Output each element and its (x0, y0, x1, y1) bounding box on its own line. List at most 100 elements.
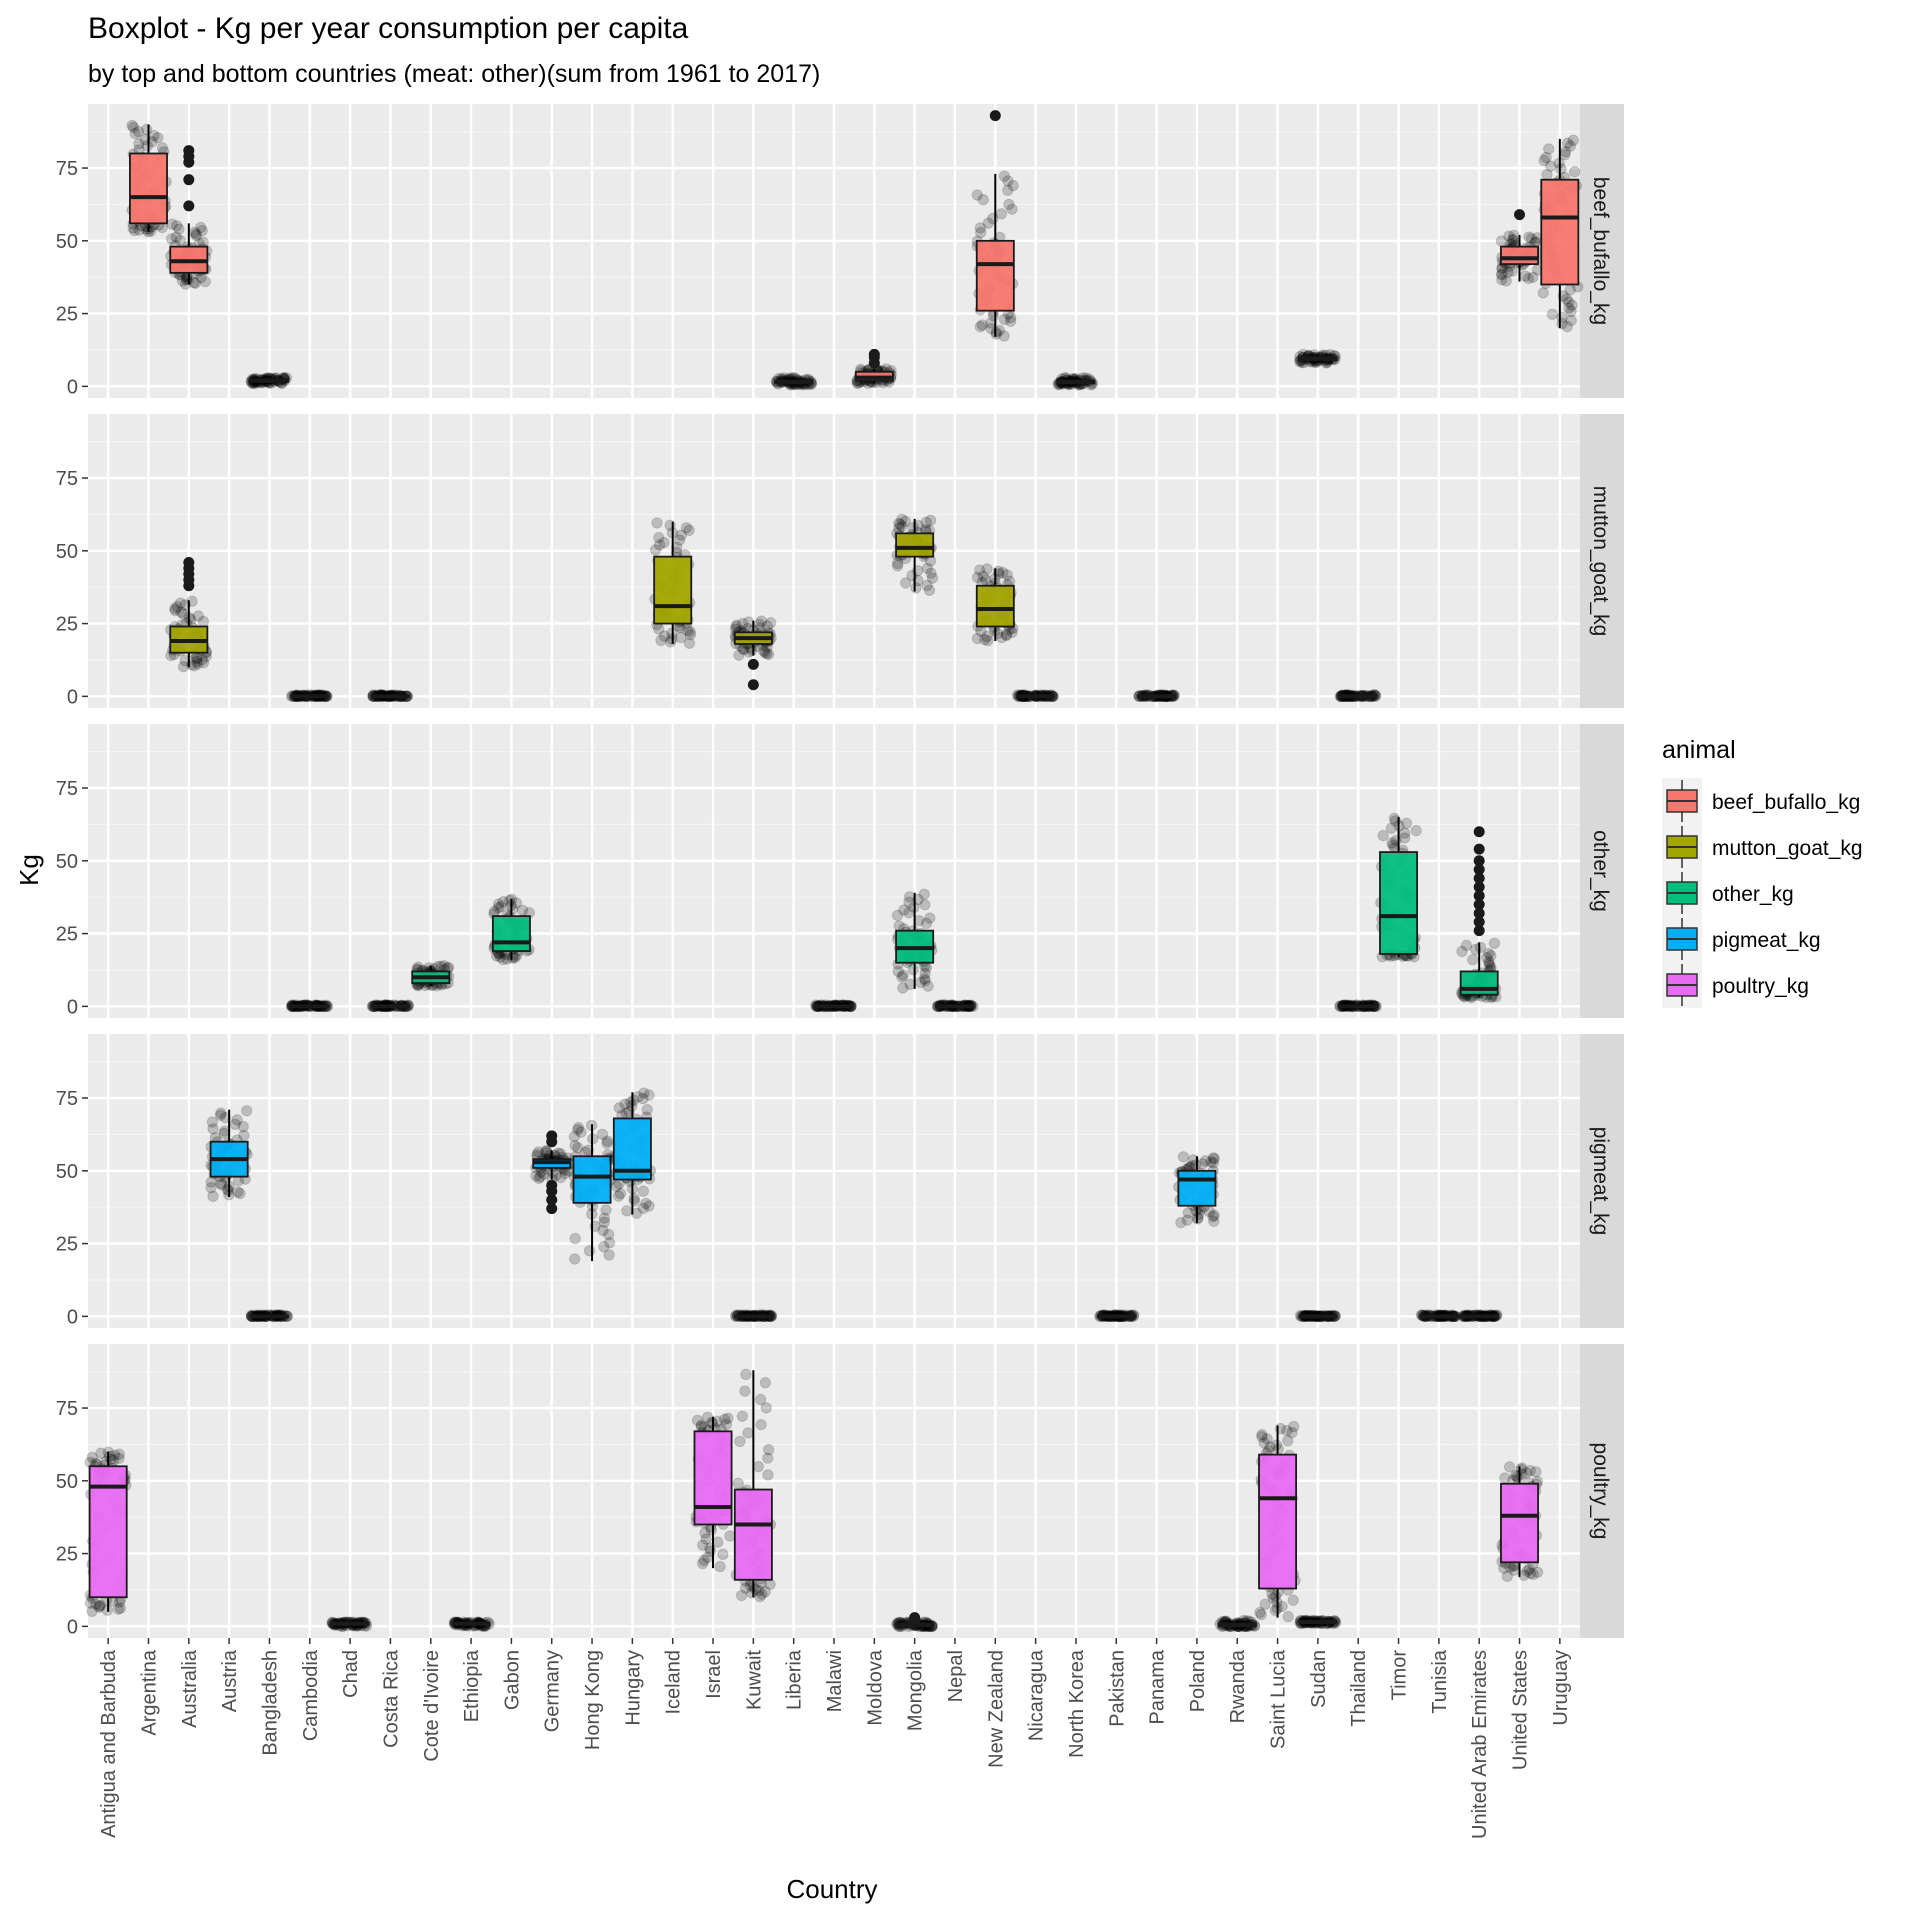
jitter-point (1400, 817, 1413, 829)
x-tick-label: Costa Rica (380, 1649, 402, 1748)
jitter-point (126, 119, 138, 132)
jitter-point (1388, 812, 1401, 825)
jitter-point (176, 275, 189, 287)
jitter-point (113, 1448, 125, 1460)
x-tick-label: Kuwait (743, 1650, 765, 1710)
box-united-states (1496, 1461, 1544, 1583)
jitter-point (675, 631, 687, 644)
box-iqr (733, 1488, 773, 1581)
box-nicaragua (1011, 689, 1059, 703)
box-cote-d-ivoire (411, 960, 455, 992)
jitter-point (192, 657, 204, 670)
jitter-point (722, 1412, 734, 1425)
chart-subtitle: by top and bottom countries (meat: other… (88, 60, 820, 88)
jitter-point (1001, 569, 1013, 581)
outlier-point (747, 658, 759, 670)
jitter-point (1270, 1439, 1283, 1451)
jitter-point (1385, 822, 1398, 834)
outlier-point (747, 679, 759, 691)
jitter-point (752, 1460, 765, 1473)
x-tick-label: Pakistan (1106, 1650, 1128, 1727)
jitter-point (637, 1185, 650, 1197)
jitter-point (572, 1121, 585, 1134)
jitter-point (1555, 163, 1567, 175)
box-iqr (572, 1155, 612, 1204)
jitter-point (128, 224, 141, 237)
jitter-point (922, 980, 934, 992)
facet-panels: 0 25 50 75 beef_bufallo_kg 0 25 50 75 mutton_goat… (56, 104, 1624, 1638)
jitter-point (1567, 134, 1580, 147)
box-iqr (1258, 1453, 1298, 1590)
box-costa-rica (366, 999, 414, 1013)
jitter-point (1500, 275, 1512, 287)
y-tick-label: 25 (56, 614, 78, 636)
box-liberia (770, 372, 818, 391)
jitter-point (997, 566, 1009, 579)
box-united-arab-emirates (1455, 826, 1502, 1004)
jitter-point (1508, 229, 1520, 242)
jitter-point (1527, 271, 1539, 283)
y-tick-label: 50 (56, 851, 78, 873)
y-tick-label: 0 (67, 376, 78, 398)
jitter-point (1004, 315, 1017, 327)
jitter-point (189, 277, 202, 289)
y-tick-label: 75 (56, 1398, 78, 1420)
jitter-point (732, 1477, 744, 1489)
jitter-point (981, 563, 993, 575)
jitter-point (1561, 137, 1574, 149)
y-tick-label: 0 (67, 686, 78, 708)
jitter-point (891, 560, 904, 572)
box-panama (1133, 689, 1180, 703)
jitter-point (1001, 184, 1014, 197)
jitter-point (897, 982, 909, 994)
jitter-point (492, 898, 505, 910)
x-tick-label: Ethiopia (461, 1649, 483, 1722)
jitter-point (759, 1377, 772, 1389)
jitter-point (141, 140, 154, 152)
jitter-point (1002, 175, 1014, 187)
jitter-point (920, 516, 932, 529)
box-iqr (1540, 178, 1580, 286)
jitter-point (197, 656, 210, 669)
jitter-point (993, 324, 1005, 337)
jitter-point (892, 965, 904, 978)
jitter-point (497, 896, 509, 908)
box-uruguay (1537, 134, 1584, 333)
x-tick-label: Liberia (784, 1649, 806, 1710)
box-mongolia (891, 888, 938, 994)
jitter-point (1177, 1151, 1190, 1163)
x-tick-label: Germany (542, 1650, 564, 1732)
box-ethiopia (448, 1616, 495, 1633)
x-tick-label: Austria (219, 1649, 241, 1712)
jitter-point (759, 647, 771, 659)
jitter-point (600, 1204, 612, 1216)
jitter-point (1460, 939, 1473, 952)
jitter-point (175, 606, 187, 618)
jitter-point (896, 520, 908, 533)
jitter-point (754, 1393, 767, 1406)
jitter-point (638, 1087, 650, 1099)
jitter-point (1377, 829, 1389, 842)
box-australia (165, 556, 213, 673)
outlier-point (183, 174, 195, 186)
x-tick-label: Gabon (501, 1650, 523, 1710)
jitter-point (684, 628, 697, 641)
jitter-point (1007, 179, 1019, 192)
box-iqr (653, 555, 693, 625)
jitter-point (1546, 308, 1559, 321)
y-tick-label: 75 (56, 1088, 78, 1110)
jitter-point (1540, 151, 1552, 164)
panel-mutton_goat_kg: 0 25 50 75 mutton_goat_kg (56, 414, 1624, 708)
jitter-point (196, 225, 208, 237)
jitter-point (691, 1414, 704, 1427)
jitter-point (893, 920, 905, 932)
jitter-point (1282, 1610, 1294, 1623)
y-tick-label: 75 (56, 468, 78, 490)
box-iqr (1500, 245, 1539, 265)
jitter-point (995, 208, 1008, 220)
jitter-point (896, 971, 908, 983)
x-tick-label: Nicaragua (1026, 1649, 1048, 1741)
box-malawi (810, 999, 857, 1013)
x-tick-label: Nepal (945, 1650, 967, 1702)
outlier-point (1514, 209, 1526, 221)
